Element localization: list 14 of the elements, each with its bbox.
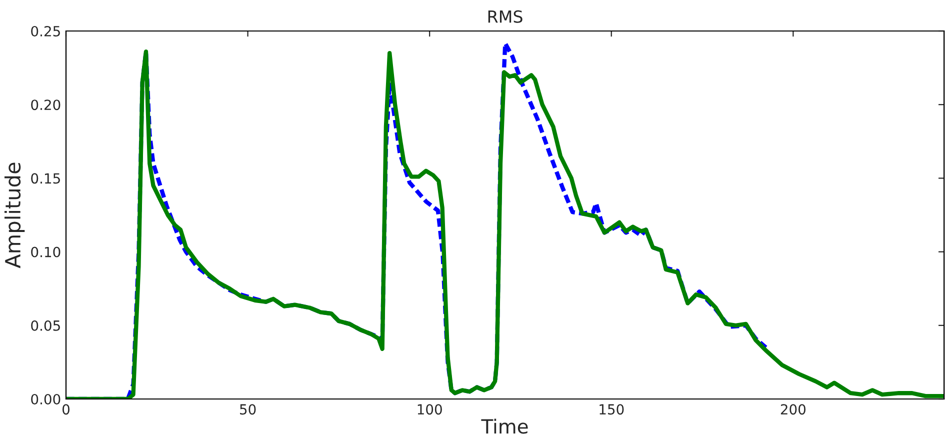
x-tick-label: 50 <box>240 404 256 415</box>
chart-title: RMS <box>488 10 522 23</box>
x-tick-label: 150 <box>600 404 624 415</box>
y-tick-label: 0.20 <box>31 100 60 110</box>
x-tick-label: 100 <box>418 404 442 415</box>
x-axis-title: Time <box>481 418 528 434</box>
y-tick-label: 0.05 <box>31 320 60 331</box>
y-tick-label: 0.00 <box>31 394 60 404</box>
y-tick-label: 0.10 <box>31 246 60 258</box>
y-axis-title: Amplitude <box>4 162 25 268</box>
y-tick-label: 0.25 <box>31 26 60 36</box>
x-tick-label: 200 <box>780 404 806 415</box>
x-tick-label: 0 <box>62 404 70 415</box>
y-tick-label: 0.15 <box>31 173 60 184</box>
